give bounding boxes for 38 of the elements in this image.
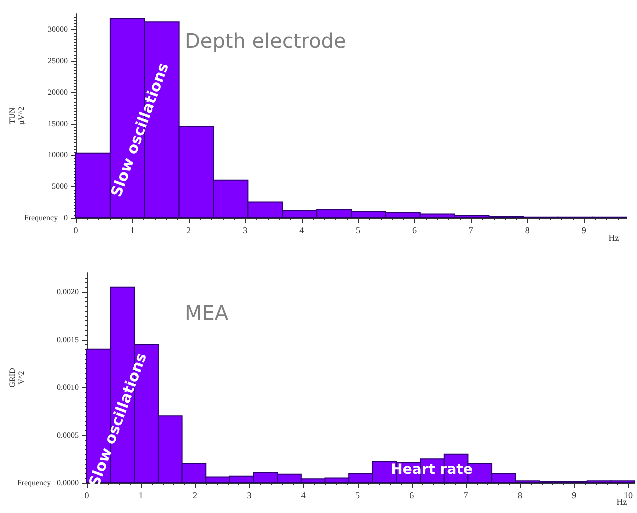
x-axis-title: Frequency — [17, 478, 52, 488]
text: Depth electrode — [185, 29, 346, 53]
x-tick-label: 8 — [525, 226, 530, 236]
x-tick-label: 2 — [186, 226, 192, 236]
y-tick-label: 10000 — [48, 150, 68, 160]
x-tick-label: 1 — [138, 490, 144, 500]
y-tick-label: 20000 — [48, 88, 68, 97]
y-axis-title: TUN µV^2 — [8, 106, 26, 126]
x-tick-label: 2 — [193, 490, 198, 500]
y-tick-label: 0.0015 — [57, 335, 79, 344]
y-tick-label: 15000 — [48, 119, 68, 128]
x-tick-label: 3 — [243, 226, 248, 236]
x-tick-label: 4 — [301, 490, 306, 500]
y-tick-label: 0.0000 — [57, 478, 79, 488]
x-tick-label: 8 — [518, 490, 523, 500]
x-tick-label: 4 — [300, 226, 305, 236]
y-tick-label: 0 — [64, 214, 68, 222]
y-tick-label: 25000 — [48, 56, 68, 66]
x-tick-label: 5 — [356, 490, 360, 500]
x-tick-label: 7 — [464, 490, 469, 500]
x-tick-label: 9 — [582, 226, 587, 236]
y-tick-label: 30000 — [48, 25, 68, 34]
y-tick-label: 0.0010 — [57, 383, 79, 392]
text: Hz — [608, 233, 620, 243]
y-tick-label: 0.0005 — [57, 430, 79, 440]
y-tick-label: 0.0020 — [57, 288, 79, 297]
x-tick-label: 3 — [247, 490, 252, 500]
x-tick-label: 6 — [410, 490, 415, 500]
y-tick-label: 5000 — [52, 182, 68, 192]
x-axis-title: Frequency — [24, 214, 58, 222]
x-tick-label: 0 — [84, 490, 90, 500]
x-tick-label: 7 — [468, 226, 474, 236]
x-tick-label: 1 — [130, 226, 135, 236]
text: MEA — [185, 301, 229, 325]
x-tick-label: 6 — [412, 226, 418, 236]
x-tick-label: 9 — [572, 490, 578, 500]
x-tick-label: 5 — [356, 226, 362, 236]
y-axis-title: GRID V^2 — [8, 368, 26, 388]
